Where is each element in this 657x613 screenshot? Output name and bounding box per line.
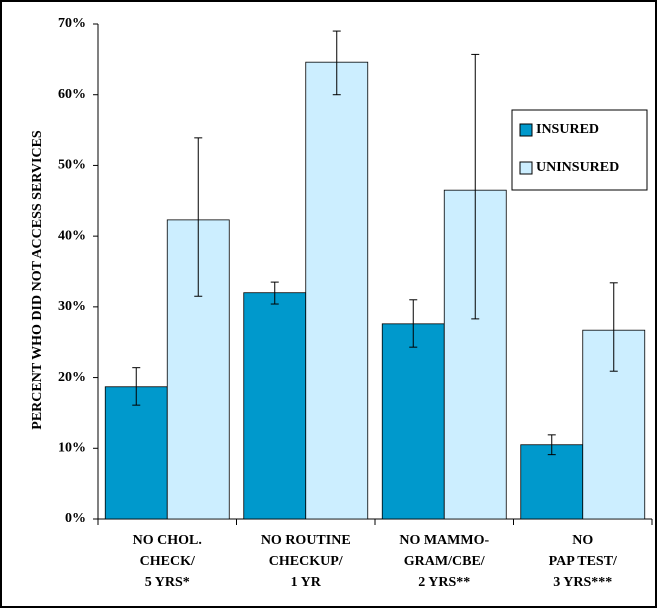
x-tick-label: NO ROUTINE [261,533,351,548]
y-tick-label: 70% [58,16,86,31]
legend-label: UNINSURED [536,160,619,175]
y-tick-label: 50% [58,158,86,173]
x-tick-label: PAP TEST/ [549,554,618,569]
x-tick-label: NO CHOL. [133,533,202,548]
x-tick-label: NO [572,533,593,548]
y-tick-label: 40% [58,228,86,243]
bar [305,61,369,520]
y-tick-label: 10% [58,441,86,456]
legend-swatch [519,123,533,137]
x-tick-label: 2 YRS** [418,575,470,590]
x-tick-label: 5 YRS* [145,575,190,590]
bar [520,444,584,520]
legend-label: INSURED [536,122,599,137]
x-tick-label: 1 YR [291,575,322,590]
y-tick-label: 20% [58,370,86,385]
x-tick-label: NO MAMMO- [399,533,489,548]
bar [243,292,307,520]
y-tick-label: 60% [58,87,86,102]
y-tick-label: 0% [65,511,86,526]
bar [381,323,445,520]
bar [104,386,168,520]
x-tick-label: CHECK/ [140,554,196,569]
x-tick-label: 3 YRS*** [553,575,612,590]
legend-box [511,109,648,191]
y-tick-label: 30% [58,299,86,314]
x-tick-label: CHECKUP/ [269,554,344,569]
x-tick-label: GRAM/CBE/ [404,554,486,569]
legend-swatch [519,161,533,175]
y-axis-label: PERCENT WHO DID NOT ACCESS SERVICES [30,130,45,430]
